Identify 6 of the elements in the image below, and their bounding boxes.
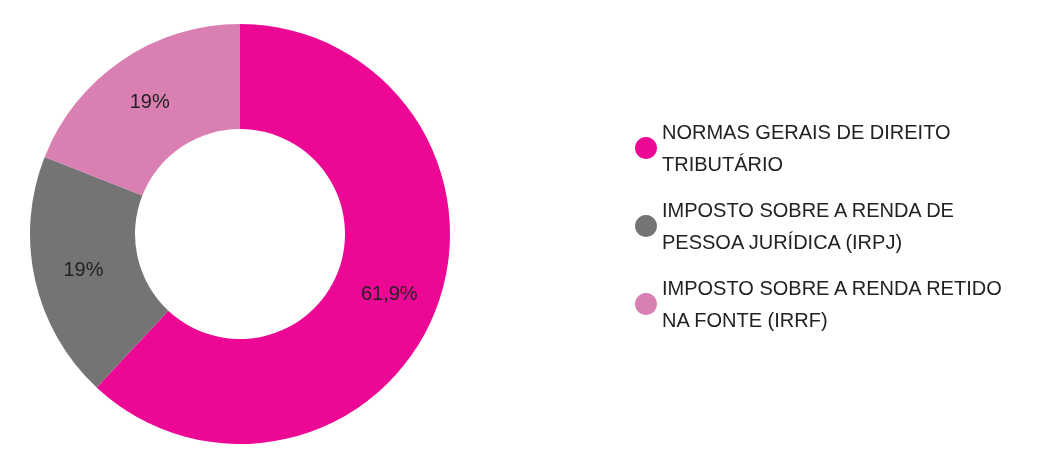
legend-label: NORMAS GERAIS DE DIREITO TRIBUTÁRIO (662, 121, 957, 175)
legend-label: IMPOSTO SOBRE A RENDA DE PESSOA JURÍDICA (IRPJ) (662, 199, 960, 253)
data-label: 19% (63, 258, 104, 281)
data-label: 19% (129, 90, 170, 113)
data-label: 61,9% (360, 281, 418, 304)
legend-label: IMPOSTO SOBRE A RENDA RETIDO NA FONTE (IRRF) (662, 277, 1008, 331)
